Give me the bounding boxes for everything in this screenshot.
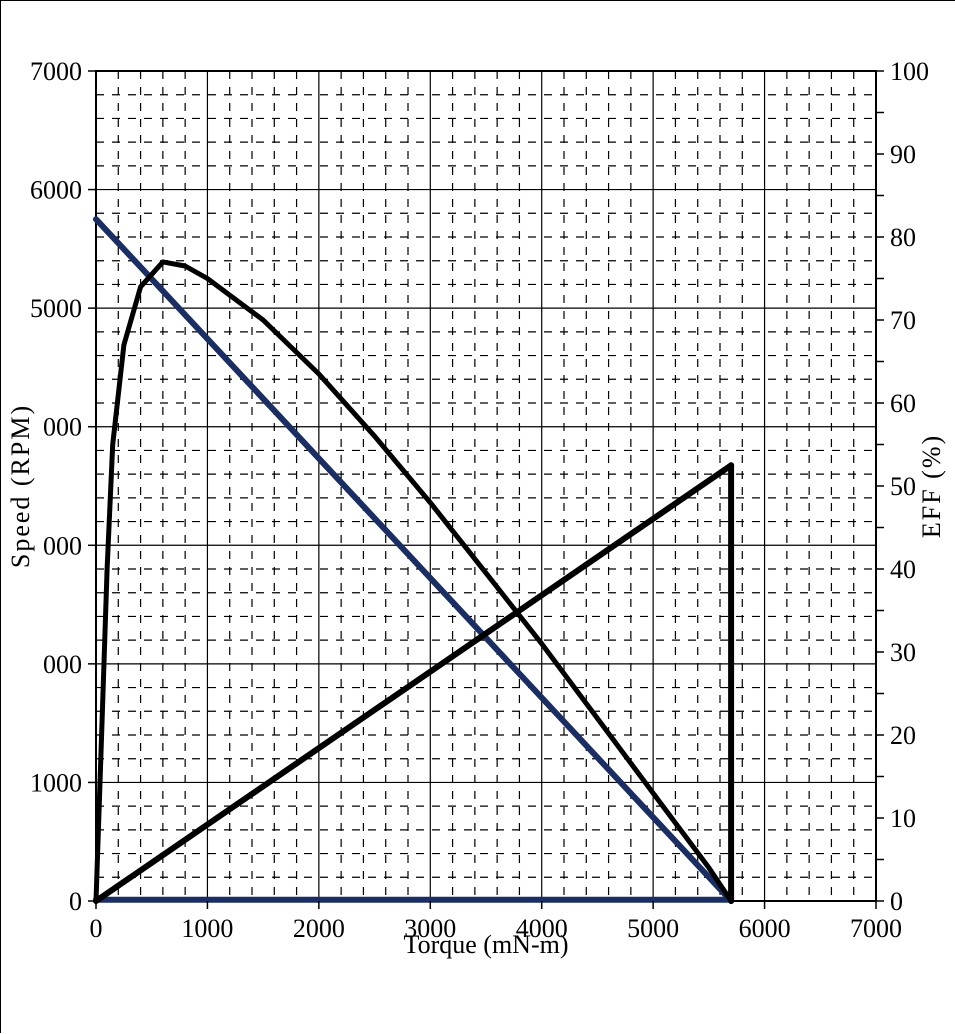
y-left-tick-label: 1000 <box>30 768 82 797</box>
x-tick-label: 2000 <box>293 914 345 943</box>
y-left-tick-label: 7000 <box>30 57 82 86</box>
x-axis-label: Torque (mN-m) <box>404 930 569 959</box>
x-tick-label: 7000 <box>850 914 902 943</box>
y-right-tick-label: 20 <box>890 721 916 750</box>
y-right-tick-label: 100 <box>890 57 929 86</box>
chart-container: 01000200030004000500060007000Torque (mN-… <box>0 0 955 1033</box>
y-left-tick-label: 000 <box>43 413 82 442</box>
y-left-tick-label: 6000 <box>30 176 82 205</box>
y-right-tick-label: 60 <box>890 389 916 418</box>
x-tick-label: 0 <box>90 914 103 943</box>
y-right-tick-label: 80 <box>890 223 916 252</box>
x-tick-label: 5000 <box>627 914 679 943</box>
x-tick-label: 6000 <box>739 914 791 943</box>
y-right-axis-label: EFF (%) <box>917 434 946 538</box>
y-right-tick-label: 50 <box>890 472 916 501</box>
y-left-axis-label: Speed (RPM) <box>6 404 35 568</box>
x-tick-label: 1000 <box>181 914 233 943</box>
motor-curve-chart: 01000200030004000500060007000Torque (mN-… <box>1 1 955 1034</box>
y-left-tick-label: 0 <box>69 887 82 916</box>
y-left-tick-label: 5000 <box>30 294 82 323</box>
y-right-tick-label: 90 <box>890 140 916 169</box>
y-right-tick-label: 40 <box>890 555 916 584</box>
y-right-tick-label: 10 <box>890 804 916 833</box>
y-right-tick-label: 70 <box>890 306 916 335</box>
y-left-tick-label: 000 <box>43 531 82 560</box>
y-left-tick-label: 000 <box>43 650 82 679</box>
y-right-tick-label: 30 <box>890 638 916 667</box>
y-right-tick-label: 0 <box>890 887 903 916</box>
